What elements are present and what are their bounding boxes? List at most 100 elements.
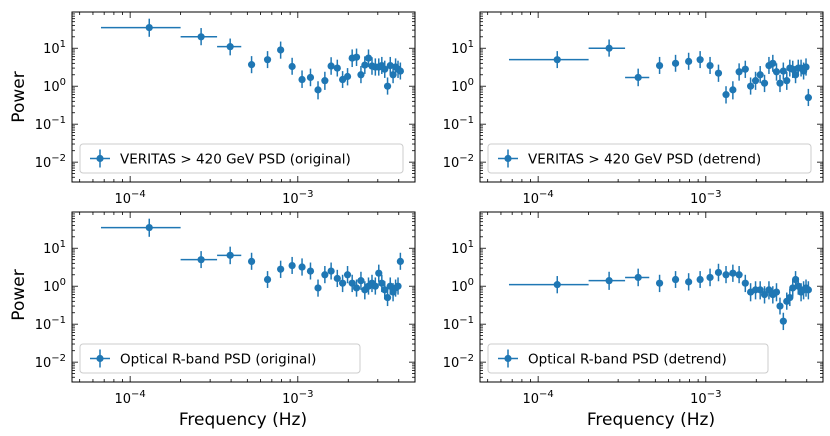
data-marker bbox=[735, 271, 743, 279]
data-point bbox=[779, 62, 787, 80]
legend-box bbox=[487, 343, 769, 374]
data-point bbox=[298, 258, 306, 276]
data-marker bbox=[729, 269, 737, 277]
legend: Optical R-band PSD (detrend) bbox=[487, 343, 769, 374]
data-point bbox=[588, 39, 626, 57]
legend-box bbox=[487, 143, 812, 174]
data-marker bbox=[378, 279, 386, 287]
data-marker bbox=[714, 69, 723, 77]
data-marker bbox=[327, 267, 335, 275]
legend-marker bbox=[504, 354, 512, 363]
y-axis-label-bottom: Power bbox=[9, 269, 29, 320]
data-point bbox=[735, 266, 743, 284]
data-point bbox=[671, 271, 680, 288]
data-point bbox=[333, 269, 341, 288]
data-marker bbox=[396, 67, 404, 75]
data-point bbox=[180, 251, 218, 269]
data-marker bbox=[226, 251, 234, 259]
data-marker bbox=[741, 65, 749, 73]
data-point bbox=[802, 58, 810, 76]
data-point bbox=[765, 281, 773, 300]
data-marker bbox=[776, 302, 784, 310]
data-marker bbox=[685, 278, 693, 286]
data-point bbox=[706, 56, 714, 74]
data-point bbox=[277, 260, 285, 278]
data-point bbox=[722, 266, 730, 284]
data-point bbox=[288, 256, 296, 274]
data-point bbox=[729, 264, 737, 282]
data-marker bbox=[756, 71, 764, 79]
data-marker bbox=[357, 71, 365, 79]
data-marker bbox=[706, 61, 714, 70]
data-marker bbox=[348, 279, 356, 287]
data-point bbox=[348, 274, 356, 293]
data-point bbox=[321, 266, 329, 284]
data-point bbox=[772, 283, 781, 302]
data-point bbox=[756, 281, 764, 300]
data-marker bbox=[321, 271, 329, 279]
data-marker bbox=[791, 275, 800, 284]
data-marker bbox=[729, 86, 737, 94]
data-marker bbox=[364, 54, 373, 62]
data-marker bbox=[605, 277, 613, 285]
data-marker bbox=[791, 71, 800, 79]
data-marker bbox=[671, 275, 680, 284]
data-point bbox=[804, 88, 812, 107]
data-point bbox=[756, 66, 764, 84]
data-point bbox=[396, 252, 404, 270]
data-marker bbox=[375, 269, 383, 277]
data-marker bbox=[352, 53, 361, 61]
data-point bbox=[277, 41, 285, 59]
data-point bbox=[381, 60, 389, 78]
x-axis-label-right: Frequency (Hz) bbox=[587, 410, 715, 430]
data-point bbox=[741, 60, 749, 78]
data-point bbox=[714, 263, 723, 282]
data-point bbox=[779, 312, 787, 331]
legend: VERITAS > 420 GeV PSD (original) bbox=[79, 143, 404, 174]
legend-box bbox=[79, 343, 361, 374]
data-marker bbox=[696, 56, 704, 64]
data-marker bbox=[696, 275, 704, 284]
data-point bbox=[804, 281, 812, 300]
data-point bbox=[333, 59, 341, 77]
data-marker bbox=[361, 61, 369, 69]
data-point bbox=[747, 77, 755, 95]
data-point bbox=[306, 68, 315, 87]
data-marker bbox=[247, 61, 256, 69]
data-point bbox=[655, 274, 664, 293]
data-marker bbox=[769, 59, 777, 67]
data-marker bbox=[394, 282, 402, 290]
data-point bbox=[786, 288, 794, 307]
data-marker bbox=[655, 61, 664, 70]
data-marker bbox=[263, 56, 272, 64]
data-point bbox=[789, 279, 797, 297]
data-marker bbox=[804, 286, 812, 294]
data-point bbox=[769, 54, 777, 72]
data-marker bbox=[634, 73, 642, 82]
data-point bbox=[263, 271, 272, 288]
data-marker bbox=[197, 33, 205, 41]
axes-frame bbox=[479, 211, 824, 383]
data-marker bbox=[298, 263, 306, 271]
data-marker bbox=[804, 94, 812, 102]
data-point bbox=[685, 273, 693, 291]
data-point bbox=[776, 74, 784, 93]
data-point bbox=[357, 66, 365, 84]
data-marker bbox=[747, 82, 755, 90]
data-point bbox=[314, 279, 322, 297]
data-point bbox=[383, 288, 392, 307]
data-marker bbox=[714, 268, 723, 277]
data-point bbox=[760, 74, 769, 93]
data-point bbox=[352, 48, 361, 67]
data-marker bbox=[381, 65, 389, 73]
data-point bbox=[751, 71, 760, 90]
data-point bbox=[352, 279, 361, 297]
data-marker bbox=[339, 279, 347, 287]
data-marker bbox=[145, 223, 153, 232]
legend: VERITAS > 420 GeV PSD (detrend) bbox=[487, 143, 812, 174]
data-marker bbox=[298, 75, 306, 84]
data-point bbox=[247, 56, 256, 74]
data-point bbox=[383, 77, 392, 95]
